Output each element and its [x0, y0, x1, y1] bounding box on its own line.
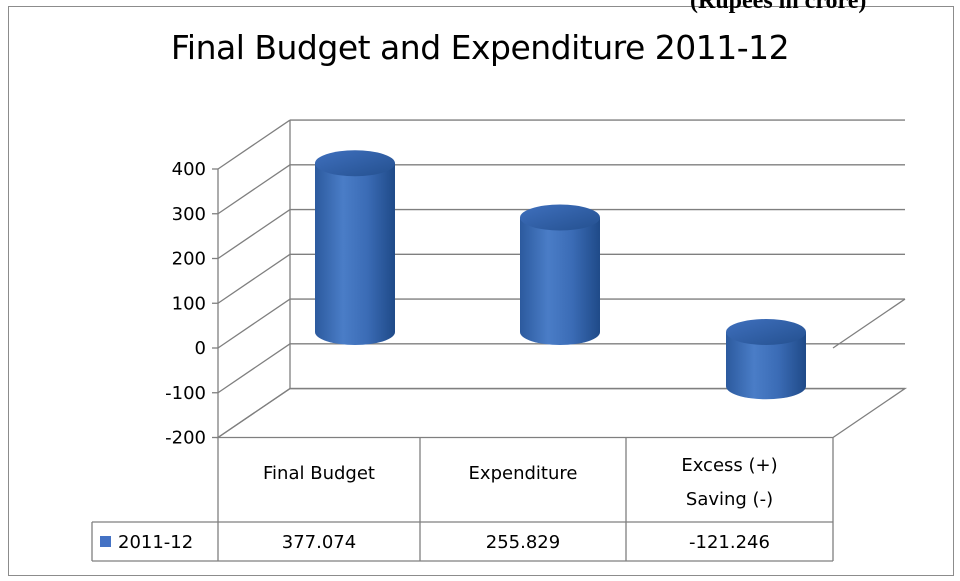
y-tick-label: -200 — [165, 428, 206, 449]
y-axis-ticks: -200 -100 0 100 200 300 400 — [165, 159, 206, 449]
bar-3 — [726, 319, 806, 400]
bar-body — [726, 332, 806, 400]
x-category-label: Excess (+) — [681, 455, 777, 476]
gridline-side — [217, 164, 291, 215]
bar-1 — [315, 150, 395, 345]
gridline-side — [217, 298, 291, 349]
y-tick-label: -100 — [165, 383, 206, 404]
gridline-side — [217, 253, 291, 304]
gridline-side — [217, 343, 291, 394]
data-table: Final Budget Expenditure Excess (+) Saving … — [91, 437, 834, 562]
y-tick-label: 300 — [172, 204, 206, 225]
gridline-side — [217, 119, 291, 170]
gridline-side — [217, 388, 291, 439]
data-label: 255.829 — [486, 532, 560, 553]
bar-2 — [520, 204, 600, 345]
y-tick-label: 100 — [172, 293, 206, 314]
bar-cap — [520, 204, 600, 231]
zero-plane-edge — [832, 298, 906, 349]
x-category-label: Saving (-) — [686, 489, 773, 510]
data-label: 377.074 — [282, 532, 356, 553]
chart-title: Final Budget and Expenditure 2011-12 — [170, 28, 790, 67]
y-tick-label: 400 — [172, 159, 206, 180]
y-tick-label: 200 — [172, 249, 206, 270]
bars — [315, 150, 806, 400]
page-header: (Rupees in crore) — [690, 0, 867, 14]
bar-cap — [726, 319, 806, 345]
bar-body — [520, 217, 600, 345]
legend-key — [100, 536, 111, 547]
legend-series-name: 2011-12 — [118, 532, 193, 553]
floor-plane — [215, 387, 908, 439]
chart-frame — [8, 6, 954, 576]
x-category-label: Final Budget — [263, 463, 375, 484]
bar-body — [315, 163, 395, 345]
x-category-label: Expenditure — [469, 463, 578, 484]
gridline-side — [217, 209, 291, 260]
bar-cap — [315, 150, 395, 177]
y-tick-label: 0 — [195, 338, 206, 359]
data-label: -121.246 — [689, 532, 770, 553]
